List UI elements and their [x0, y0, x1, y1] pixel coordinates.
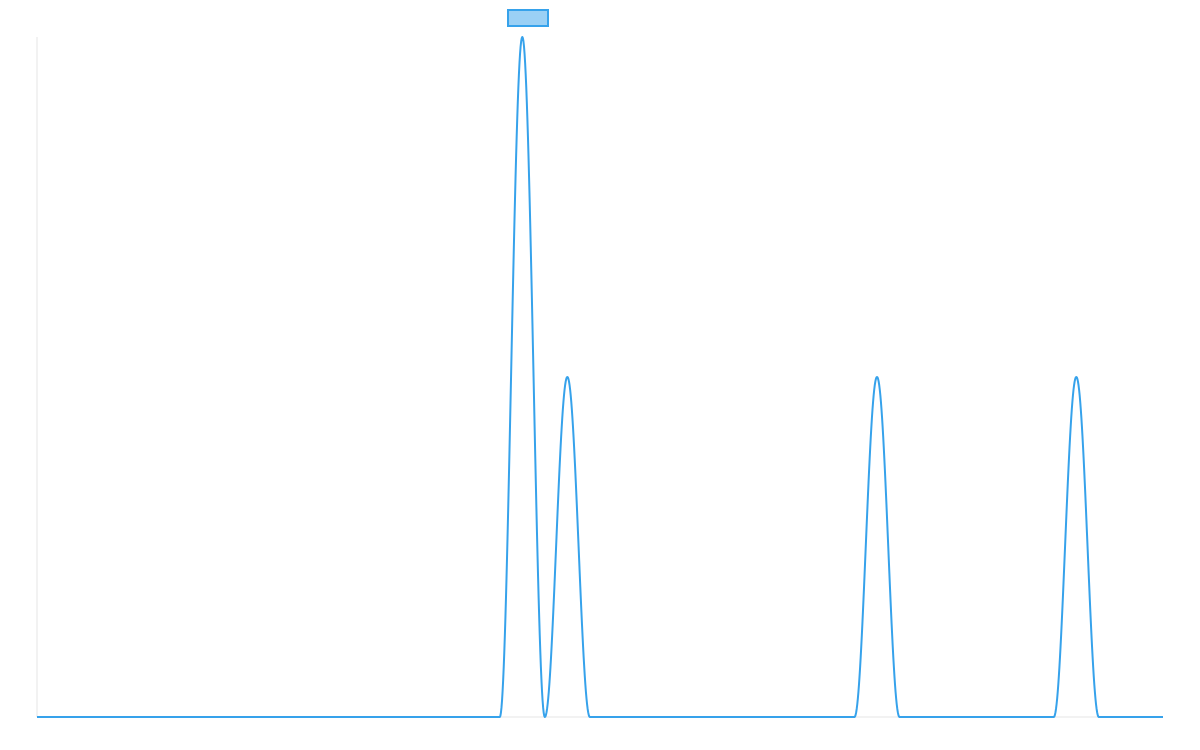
series-group	[36, 34, 1164, 718]
legend-swatch-series-1[interactable]	[507, 9, 549, 27]
peak-point-4	[1073, 374, 1079, 380]
peak-point-3	[874, 374, 880, 380]
series-line-1	[36, 36, 1164, 718]
peak-point-2	[564, 374, 570, 380]
peak-point-1	[519, 34, 525, 40]
